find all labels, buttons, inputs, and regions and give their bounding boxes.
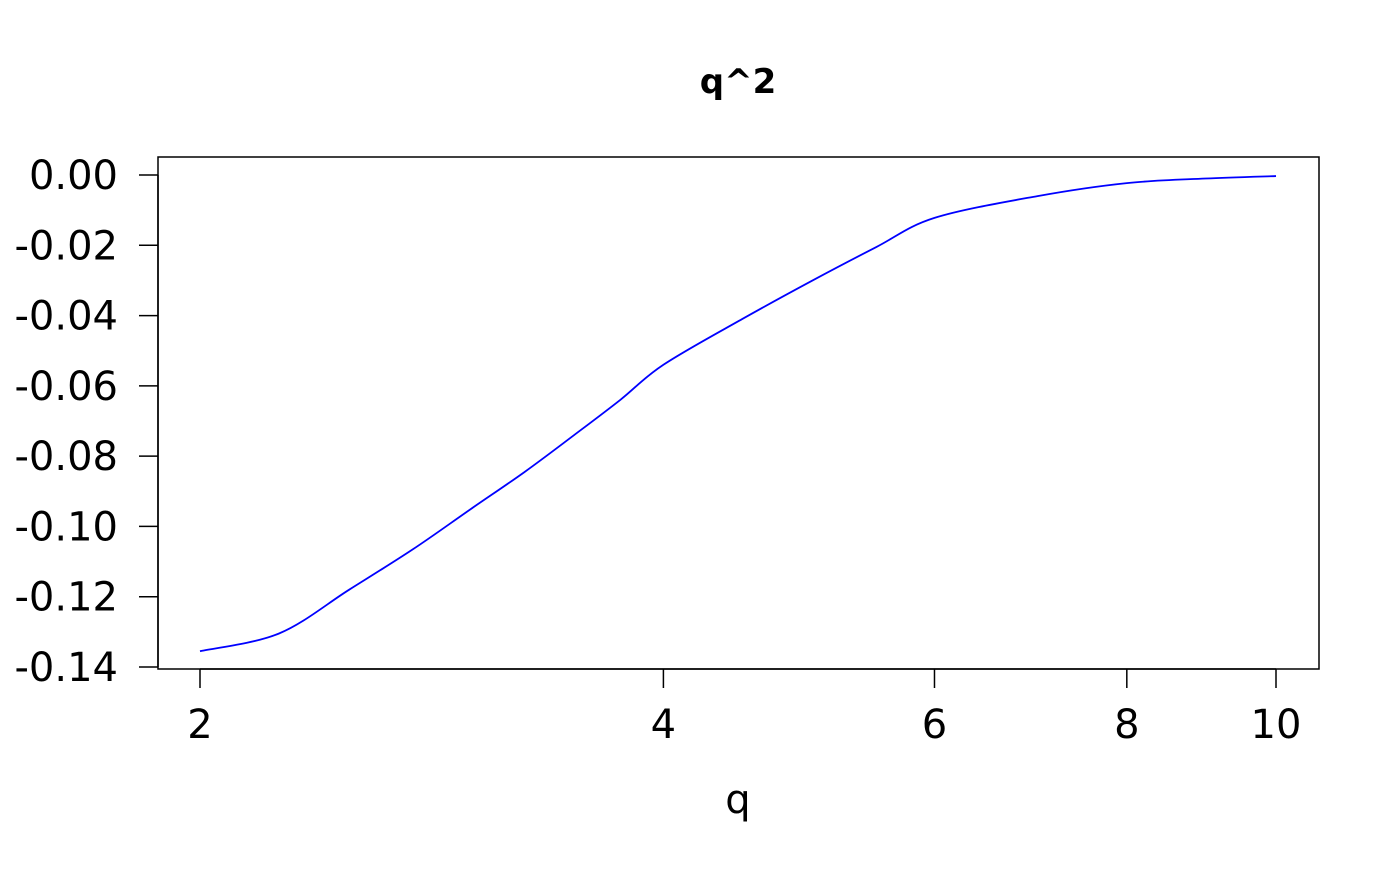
x-tick-label: 4 xyxy=(651,702,676,748)
chart-title: q^2 xyxy=(700,62,776,102)
y-tick-label: -0.12 xyxy=(15,575,119,621)
y-tick-label: -0.10 xyxy=(15,504,119,550)
x-axis-label: q xyxy=(725,777,750,823)
y-tick-label: 0.00 xyxy=(29,153,118,199)
plot-frame xyxy=(157,156,1320,670)
y-tick-label: -0.06 xyxy=(15,364,119,410)
y-tick-label: -0.14 xyxy=(15,645,119,691)
x-axis: 2 4 6 8 10 xyxy=(187,668,1302,748)
x-tick-label: 2 xyxy=(187,702,212,748)
x-tick-label: 10 xyxy=(1251,702,1302,748)
y-tick-label: -0.04 xyxy=(15,294,119,340)
series-line xyxy=(199,175,1277,653)
x-tick-label: 6 xyxy=(922,702,947,748)
x-tick-label: 8 xyxy=(1114,702,1139,748)
y-axis: 0.00 -0.02 -0.04 -0.06 -0.08 -0.10 -0.12 -0.14 xyxy=(15,153,159,691)
y-tick-label: -0.02 xyxy=(15,223,119,269)
y-tick-label: -0.08 xyxy=(15,434,119,480)
